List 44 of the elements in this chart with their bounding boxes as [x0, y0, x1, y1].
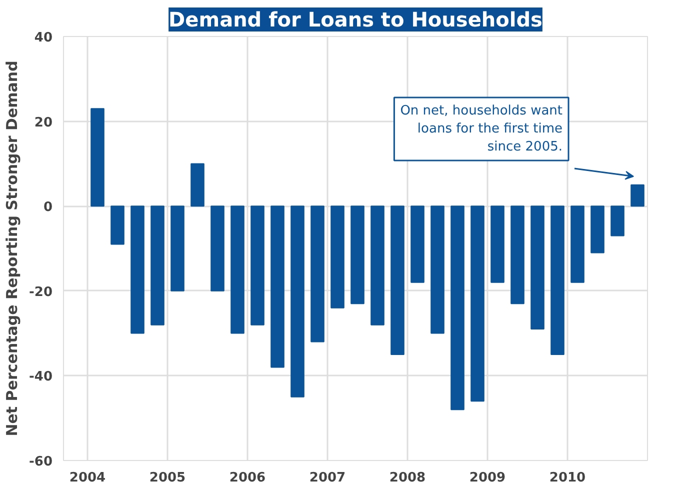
y-tick-label: -60	[29, 454, 53, 470]
bar	[270, 206, 284, 368]
bar	[250, 206, 264, 326]
bar	[110, 206, 124, 245]
bar	[290, 206, 304, 398]
annotation: On net, households want loans for the first time since 2005.	[400, 104, 563, 154]
bar	[350, 206, 364, 304]
bar	[210, 206, 224, 292]
bar	[90, 108, 104, 207]
x-tick-label: 2006	[229, 470, 266, 486]
x-tick-label: 2007	[309, 470, 346, 486]
bar	[510, 206, 524, 304]
x-tick-label: 2009	[469, 470, 506, 486]
bar	[370, 206, 384, 326]
chart-title: Demand for Loans to Households	[168, 8, 542, 32]
bar	[430, 206, 444, 334]
bar	[390, 206, 404, 355]
x-tick-label: 2008	[389, 470, 426, 486]
bar	[410, 206, 424, 283]
bar	[590, 206, 604, 254]
bar	[470, 206, 484, 402]
y-axis-title: Net Percentage Reporting Stronger Demand	[3, 60, 22, 436]
bar	[150, 206, 164, 326]
x-tick-label: 2005	[149, 470, 186, 486]
bar	[550, 206, 564, 355]
bar	[490, 206, 504, 283]
bar	[330, 206, 344, 308]
bar	[130, 206, 144, 334]
bar	[230, 206, 244, 334]
bar	[530, 206, 544, 330]
y-tick-label: 40	[34, 30, 53, 46]
bar	[450, 206, 464, 410]
bar	[570, 206, 584, 283]
y-tick-label: 0	[43, 200, 52, 216]
bar	[610, 206, 624, 236]
bar	[170, 206, 184, 292]
y-tick-label: 20	[34, 115, 53, 130]
x-tick-label: 2010	[549, 470, 586, 486]
x-tick-label: 2004	[69, 470, 106, 486]
bar	[190, 163, 204, 207]
bar	[630, 184, 644, 207]
y-tick-label: -20	[29, 284, 53, 300]
y-tick-label: -40	[29, 370, 53, 385]
bar	[310, 206, 324, 342]
